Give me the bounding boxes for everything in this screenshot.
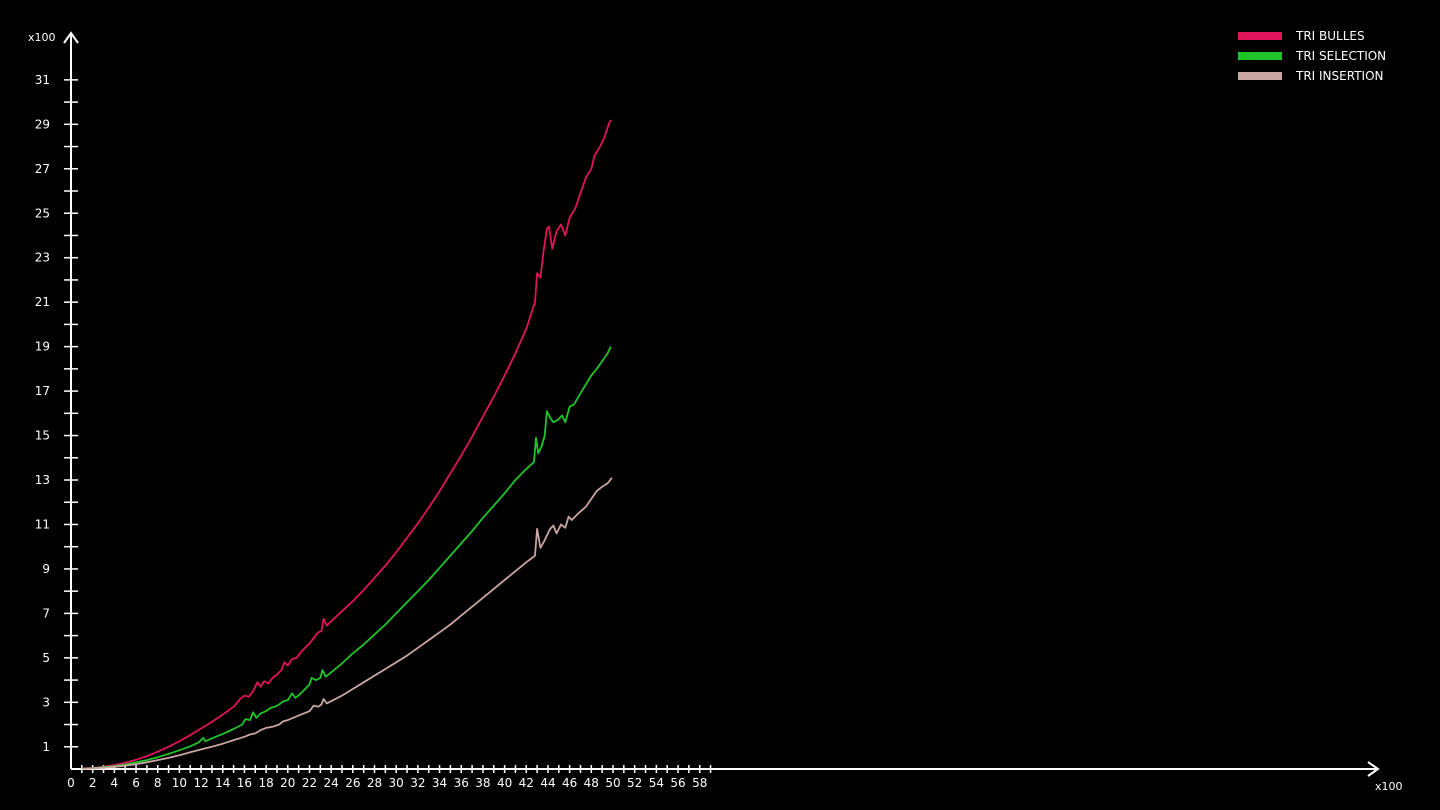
x-tick-label: 40 <box>497 776 512 790</box>
x-tick-label: 38 <box>475 776 490 790</box>
x-tick-label: 52 <box>627 776 642 790</box>
x-tick-label: 54 <box>649 776 664 790</box>
x-tick-label: 4 <box>111 776 119 790</box>
x-tick-label: 50 <box>605 776 620 790</box>
y-tick-label: 3 <box>42 695 50 709</box>
x-tick-label: 10 <box>172 776 187 790</box>
x-tick-label: 58 <box>692 776 707 790</box>
y-axis-arrow <box>63 31 79 44</box>
x-tick-label: 36 <box>454 776 469 790</box>
legend-swatch <box>1238 32 1282 40</box>
x-tick-label: 2 <box>89 776 97 790</box>
legend: TRI BULLES TRI SELECTION TRI INSERTION <box>1238 29 1386 83</box>
y-tick-label: 19 <box>35 340 50 354</box>
legend-label: TRI BULLES <box>1295 29 1365 43</box>
x-tick-label: 14 <box>215 776 230 790</box>
series-line-3 <box>81 477 613 770</box>
legend-swatch <box>1238 52 1282 60</box>
y-tick-label: 23 <box>35 251 50 265</box>
axes: 0 2 4 6 8 10 12 14 16 18 20 22 24 26 28 30 32 34 36 38 40 42 4… <box>35 31 1380 790</box>
y-tick-label: 13 <box>35 473 50 487</box>
x-tick-label: 6 <box>132 776 140 790</box>
x-tick-label: 20 <box>280 776 295 790</box>
y-tick-label: 15 <box>35 429 50 443</box>
series-line-1 <box>81 119 612 770</box>
y-tick-label: 31 <box>35 73 50 87</box>
y-axis-multiplier: x100 <box>28 31 56 44</box>
y-tick-label: 9 <box>42 562 50 576</box>
y-tick-label: 11 <box>35 517 50 531</box>
x-tick-label: 18 <box>258 776 273 790</box>
y-tick-label: 25 <box>35 206 50 220</box>
x-tick-label: 48 <box>584 776 599 790</box>
x-tick-label: 26 <box>345 776 360 790</box>
series-line-2 <box>81 346 612 770</box>
x-tick-label: 30 <box>389 776 404 790</box>
legend-label: TRI INSERTION <box>1295 69 1384 83</box>
y-tick-label: 27 <box>35 162 50 176</box>
x-tick-label: 44 <box>540 776 555 790</box>
x-tick-label: 24 <box>324 776 339 790</box>
x-tick-label: 28 <box>367 776 382 790</box>
x-axis-arrow <box>1367 761 1380 777</box>
x-tick-label: 16 <box>237 776 252 790</box>
legend-swatch <box>1238 72 1282 80</box>
x-tick-label: 42 <box>519 776 534 790</box>
x-tick-label: 12 <box>193 776 208 790</box>
x-tick-label: 46 <box>562 776 577 790</box>
y-tick-label: 1 <box>42 740 50 754</box>
x-axis-multiplier: x100 <box>1375 780 1403 793</box>
x-tick-label: 0 <box>67 776 75 790</box>
x-tick-label: 22 <box>302 776 317 790</box>
y-tick-label: 17 <box>35 384 50 398</box>
x-tick-label: 34 <box>432 776 447 790</box>
x-tick-label: 8 <box>154 776 162 790</box>
legend-label: TRI SELECTION <box>1295 49 1386 63</box>
x-tick-label: 56 <box>670 776 685 790</box>
y-tick-label: 7 <box>42 606 50 620</box>
y-tick-label: 21 <box>35 295 50 309</box>
y-tick-label: 29 <box>35 117 50 131</box>
x-tick-label: 32 <box>410 776 425 790</box>
series-lines <box>81 119 613 770</box>
y-tick-label: 5 <box>42 651 50 665</box>
